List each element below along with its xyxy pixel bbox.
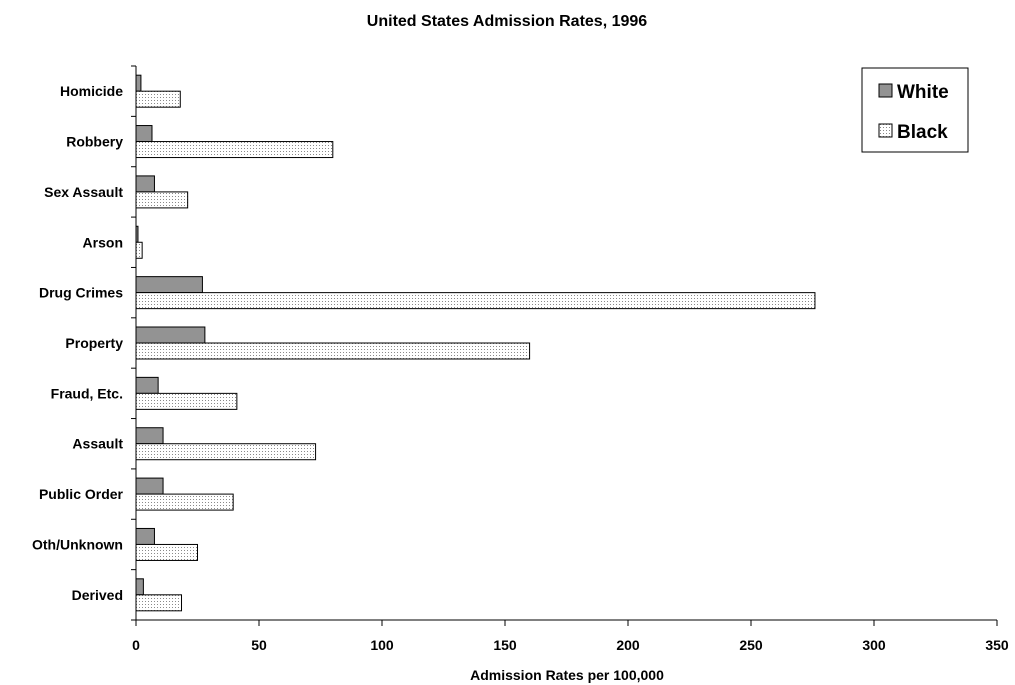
x-tick-label-100: 100 (370, 637, 394, 653)
category-label-assault: Assault (72, 436, 123, 452)
category-label-oth-unknown: Oth/Unknown (32, 536, 123, 552)
bar-black-arson (135, 241, 143, 259)
category-label-homicide: Homicide (60, 83, 123, 99)
bars-group (135, 74, 816, 612)
legend-swatch-white (878, 83, 893, 98)
legend-swatch-black (878, 123, 893, 138)
bar-black-robbery (135, 141, 334, 159)
legend-frame (861, 67, 969, 153)
x-tick-label-350: 350 (985, 637, 1009, 653)
bar-white-property (135, 326, 206, 344)
category-label-drug-crimes: Drug Crimes (39, 285, 123, 301)
x-tick-label-150: 150 (493, 637, 517, 653)
x-tick-label-0: 0 (132, 637, 140, 653)
bar-white-oth-unknown (135, 527, 155, 545)
x-axis-title: Admission Rates per 100,000 (470, 667, 664, 683)
x-tick-label-50: 50 (251, 637, 267, 653)
bar-white-fraud-etc (135, 376, 159, 394)
bar-white-drug-crimes (135, 276, 203, 294)
category-label-arson: Arson (83, 234, 123, 250)
bar-black-fraud-etc (135, 392, 238, 410)
bar-black-property (135, 342, 531, 360)
legend-label-white: White (897, 82, 949, 103)
category-label-fraud-etc: Fraud, Etc. (51, 385, 123, 401)
bar-black-sex-assault (135, 191, 189, 209)
category-label-robbery: Robbery (66, 134, 123, 150)
y-axis: Homicide Robbery Sex Assault Arson Drug Crim… (32, 65, 137, 621)
bar-black-derived (135, 594, 183, 612)
bar-white-homicide (135, 74, 142, 92)
bar-black-oth-unknown (135, 543, 198, 561)
chart-title: United States Admission Rates, 1996 (367, 13, 647, 30)
bar-black-drug-crimes (135, 292, 816, 310)
legend: White Black (861, 67, 969, 153)
bar-black-assault (135, 443, 317, 461)
category-label-sex-assault: Sex Assault (44, 184, 123, 200)
bar-white-assault (135, 427, 164, 445)
x-tick-label-250: 250 (739, 637, 763, 653)
bar-black-homicide (135, 90, 181, 108)
category-label-derived: Derived (72, 587, 123, 603)
bar-white-robbery (135, 125, 153, 143)
bar-white-public-order (135, 477, 164, 495)
bar-black-public-order (135, 493, 234, 511)
legend-label-black: Black (897, 122, 948, 143)
x-tick-label-200: 200 (616, 637, 640, 653)
bar-white-sex-assault (135, 175, 155, 193)
category-label-public-order: Public Order (39, 486, 124, 502)
x-tick-label-300: 300 (862, 637, 886, 653)
bar-white-derived (135, 578, 144, 596)
category-label-property: Property (65, 335, 123, 351)
x-axis: 0 50 100 150 200 250 300 350 (132, 619, 1009, 653)
